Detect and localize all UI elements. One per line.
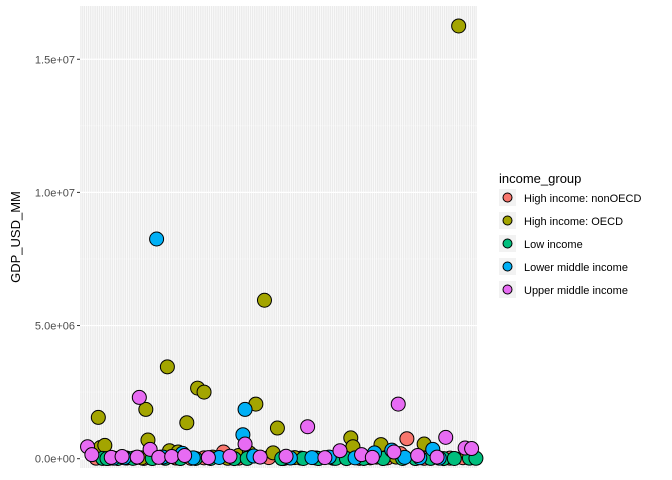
legend-key xyxy=(502,238,513,249)
data-point xyxy=(386,444,402,460)
data-point xyxy=(451,18,467,34)
data-point xyxy=(317,450,333,466)
data-point xyxy=(177,447,193,463)
legend-key xyxy=(502,284,513,295)
legend-label: High income: OECD xyxy=(524,216,623,228)
legend-title: income_group xyxy=(499,171,581,186)
y-tick-label: 1.0e+07 xyxy=(35,187,75,199)
grid-major xyxy=(80,6,477,468)
data-point xyxy=(256,292,272,308)
data-point xyxy=(300,419,316,435)
legend-label: Low income xyxy=(524,239,583,251)
data-point xyxy=(149,231,165,247)
data-point xyxy=(129,449,145,465)
legend-key xyxy=(502,215,513,226)
data-point xyxy=(90,409,106,425)
data-point xyxy=(114,449,130,465)
data-points xyxy=(80,18,484,467)
legend-key xyxy=(502,192,513,203)
data-point xyxy=(390,396,406,412)
data-point xyxy=(179,415,195,431)
data-point xyxy=(151,449,167,465)
data-point xyxy=(237,436,253,452)
data-point xyxy=(131,389,147,405)
data-point xyxy=(446,450,462,466)
data-point xyxy=(364,449,380,465)
data-point xyxy=(269,420,285,436)
data-point xyxy=(410,447,426,463)
data-point xyxy=(399,431,415,447)
legend-label: Lower middle income xyxy=(524,262,628,274)
data-point xyxy=(429,449,445,465)
data-point xyxy=(164,449,180,465)
data-point xyxy=(200,450,216,466)
legend-key xyxy=(502,261,513,272)
data-point xyxy=(278,448,294,464)
panel-background xyxy=(80,6,477,468)
legend-items: High income: nonOECD High income: OECD Low… xyxy=(499,189,641,298)
data-point xyxy=(222,448,238,464)
y-axis-title: GDP_USD_MM xyxy=(8,191,23,283)
data-point xyxy=(304,450,320,466)
data-point xyxy=(464,441,480,457)
data-point xyxy=(237,401,253,417)
legend-label: Upper middle income xyxy=(524,285,628,297)
data-point xyxy=(252,449,268,465)
data-point xyxy=(332,443,348,459)
y-axis: 0.0e+00 5.0e+06 1.0e+07 1.5e+07 xyxy=(35,54,80,466)
data-point xyxy=(159,359,175,375)
grid-minor xyxy=(80,125,477,393)
data-point xyxy=(138,401,154,417)
data-point xyxy=(84,447,100,463)
data-point xyxy=(438,429,454,445)
data-point xyxy=(196,384,212,400)
y-tick-label: 1.5e+07 xyxy=(35,54,75,66)
y-tick-label: 5.0e+06 xyxy=(35,321,75,333)
y-tick-label: 0.0e+00 xyxy=(35,454,75,466)
legend-label: High income: nonOECD xyxy=(524,193,641,205)
